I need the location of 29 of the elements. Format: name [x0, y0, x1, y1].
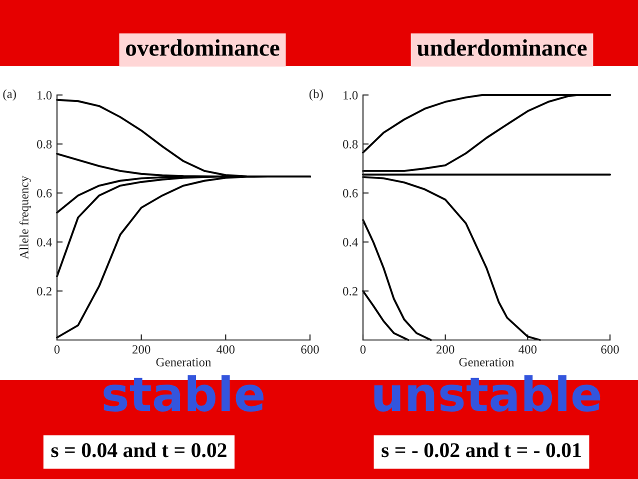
y-tick-label: 1.0: [38, 91, 52, 100]
x-tick-label: 400: [518, 345, 537, 354]
text: unstable: [374, 375, 600, 412]
y-tick-label: 0.8: [342, 140, 358, 149]
y-tick-label: 1.0: [344, 91, 358, 100]
text: s = - 0.02 and t = - 0.01: [382, 442, 581, 458]
y-tick-label: 0.4: [36, 238, 52, 247]
x-tick-label: 0: [360, 345, 366, 354]
x-axis-title: Generation: [156, 358, 212, 366]
x-tick-label: 600: [301, 345, 319, 354]
y-tick-label: 0.2: [342, 287, 358, 296]
text: stable: [104, 375, 264, 412]
x-tick-label: 0: [54, 345, 60, 354]
annotation: (b): [309, 89, 323, 101]
y-tick-label: 0.4: [342, 238, 358, 247]
x-tick-label: 400: [216, 345, 235, 354]
text: (a): [3, 89, 16, 101]
y-tick-label: 0.6: [36, 189, 52, 198]
x-tick-label: 200: [132, 345, 150, 354]
y-axis-title: Allele frequency: [19, 176, 31, 260]
y-tick-label: 0.6: [342, 189, 358, 198]
x-tick-label: 600: [601, 345, 619, 354]
x-axis-title: Generation: [459, 358, 514, 366]
y-tick-label: 0.8: [36, 140, 52, 149]
chart-title: underdominance: [417, 39, 587, 56]
text: s = 0.04 and t = 0.02: [51, 442, 226, 458]
x-tick-label: 200: [436, 345, 454, 354]
chart-title: overdominance: [126, 39, 280, 56]
y-tick-label: 0.2: [36, 287, 52, 296]
